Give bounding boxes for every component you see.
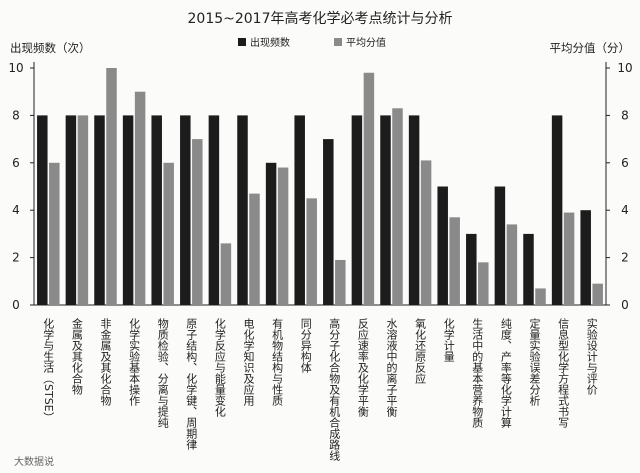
y-tick-label-right: 4 xyxy=(621,203,629,217)
bar-average-score xyxy=(592,283,603,305)
category-label: 金属及其化合物 xyxy=(70,317,83,395)
category-label: 物质检验、分离与提纯 xyxy=(156,317,169,428)
bar-average-score xyxy=(249,193,260,305)
category-label: 有机物结构与性质 xyxy=(271,317,284,406)
category-label: 定量实验误差分析 xyxy=(528,317,541,407)
category-label: 高分子化合物及有机合成路线 xyxy=(328,317,341,461)
category-label: 化学反应与能量变化 xyxy=(213,317,226,418)
y-tick-label-left: 10 xyxy=(8,61,23,75)
bar-frequency xyxy=(37,115,48,306)
chart-title: 2015~2017年高考化学必考点统计与分析 xyxy=(188,10,453,27)
y-tick-label-left: 2 xyxy=(12,251,20,265)
bar-frequency xyxy=(180,115,191,306)
y-tick-label-right: 2 xyxy=(621,251,629,265)
category-label: 非金属及其化合物 xyxy=(99,318,112,406)
category-label: 电化学知识及应用 xyxy=(242,318,255,407)
bar-average-score xyxy=(106,68,117,305)
y-tick-label-left: 4 xyxy=(12,203,20,217)
tick-labels: 0 2 4 6 8 10 0 2 4 6 8 10 xyxy=(8,61,632,312)
y-tick-label-right: 0 xyxy=(621,298,629,312)
category-label: 化学实验基本操作 xyxy=(128,317,141,406)
bar-average-score xyxy=(563,212,575,305)
y-tick-label-right: 6 xyxy=(621,156,629,170)
bar-frequency xyxy=(94,115,105,306)
bar-frequency xyxy=(265,162,277,305)
y-axis-left-title: 出现频数（次） xyxy=(10,41,91,55)
bar-frequency xyxy=(523,233,534,305)
bars xyxy=(37,68,603,306)
legend-swatch xyxy=(238,38,246,46)
bar-frequency xyxy=(408,115,420,306)
bar-frequency xyxy=(380,115,391,306)
bar-average-score xyxy=(134,91,146,305)
legend: 出现频数 平均分值 xyxy=(238,36,386,49)
bar-frequency xyxy=(551,115,563,306)
category-label: 实验设计与评价 xyxy=(585,317,598,395)
category-label: 化学计量 xyxy=(442,317,455,362)
bar-frequency xyxy=(437,186,448,305)
bar-frequency xyxy=(351,115,363,306)
bar-average-score xyxy=(220,243,232,305)
bar-average-score xyxy=(306,198,317,305)
bar-average-score xyxy=(163,162,174,305)
bar-frequency xyxy=(208,115,220,306)
bar-average-score xyxy=(449,217,460,305)
bar-frequency xyxy=(494,186,506,305)
category-label: 纯度、产率等化学计算 xyxy=(499,318,512,429)
bar-average-score xyxy=(335,259,346,305)
legend-swatch xyxy=(334,38,342,46)
y-axis-right-title: 平均分值（分） xyxy=(550,41,631,55)
y-tick-label-right: 10 xyxy=(617,61,632,75)
bar-frequency xyxy=(65,115,77,306)
category-label: 信息型化学方程式书写 xyxy=(557,318,570,428)
bar-average-score xyxy=(49,162,60,305)
bar-frequency xyxy=(323,139,334,305)
y-tick-label-right: 8 xyxy=(621,108,629,122)
category-label: 生活中的基本营养物质 xyxy=(471,317,484,428)
category-label: 化学与生活（STSE） xyxy=(42,317,55,423)
footer-watermark: 大数据说 xyxy=(14,455,54,468)
bar-average-score xyxy=(535,288,546,305)
bar-average-score xyxy=(77,115,89,306)
bar-average-score xyxy=(363,72,375,306)
bar-frequency xyxy=(294,115,305,306)
category-label: 水溶液中的离子平衡 xyxy=(385,318,398,418)
bar-average-score xyxy=(420,160,432,305)
category-label: 同分异构体 xyxy=(299,318,312,373)
bar-average-score xyxy=(478,262,489,305)
bar-frequency xyxy=(237,115,248,306)
bar-average-score xyxy=(192,139,203,305)
bar-average-score xyxy=(392,108,403,305)
legend-label: 出现频数 xyxy=(250,36,290,49)
category-label: 反应速率及化学平衡 xyxy=(356,318,369,418)
bar-average-score xyxy=(506,224,518,305)
y-tick-label-left: 6 xyxy=(12,156,20,170)
bar-frequency xyxy=(580,210,591,305)
y-tick-label-left: 0 xyxy=(12,298,20,312)
category-label: 原子结构、化学键、周期律 xyxy=(185,318,198,450)
bar-average-score xyxy=(277,167,289,305)
bar-frequency xyxy=(122,115,134,306)
y-tick-label-left: 8 xyxy=(12,108,20,122)
bar-frequency xyxy=(151,115,162,306)
bar-frequency xyxy=(466,233,477,305)
legend-label: 平均分值 xyxy=(346,36,386,49)
category-label: 氧化还原反应 xyxy=(414,317,427,385)
axes xyxy=(30,62,610,306)
category-labels: 化学与生活（STSE） 金属及其化合物 非金属及其化合物 化学实验基本操作 物质检验、分… xyxy=(42,317,598,461)
